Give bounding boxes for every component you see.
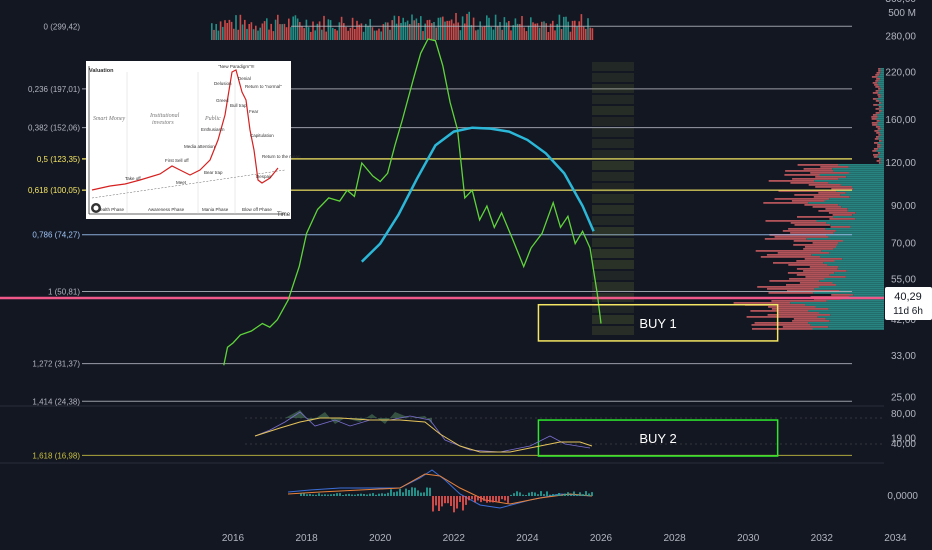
inset-region-institutional: Institutional (149, 113, 180, 119)
buy-1-box (537, 303, 779, 342)
rsi-overbought-fill (285, 410, 432, 424)
price-axis: 500 M 360,00 280,00 220,00 160,00 120,00 90,00… (885, 0, 916, 445)
inset-event-3: Greed (216, 98, 229, 103)
inset-phase-stealth: Stealth Phase (96, 207, 125, 212)
macd-label-0: 0,0000 (887, 491, 918, 502)
current-price-value: 40,29 (894, 291, 922, 303)
inset-event-1: Delusion (214, 81, 232, 86)
inset-event-11: Return to the mean (262, 154, 301, 159)
price-axis-label-1: 360,00 (885, 0, 916, 5)
buy-1-label: BUY 1 (639, 316, 676, 331)
inset-phase-mania: Mania Phase (202, 207, 229, 212)
price-axis-label-12: 19,00 (891, 434, 916, 445)
rsi-label-80: 80,00 (891, 409, 916, 420)
buy-2-annotation: BUY 2 (537, 419, 779, 457)
buy-2-box (537, 419, 779, 457)
fib-label-7: 1,272 (31,37) (32, 360, 80, 369)
price-axis-label-8: 55,00 (891, 275, 916, 286)
price-axis-label-3: 220,00 (885, 67, 916, 78)
rsi-signal-line (254, 417, 593, 453)
volume-bars (211, 11, 594, 41)
rsi-label-40: 40,00 (891, 439, 916, 450)
price-axis-label-0: 500 M (888, 8, 916, 19)
fib-label-6: 1 (50,81) (48, 287, 80, 296)
price-axis-label-10: 33,00 (891, 351, 916, 362)
price-axis-label-2: 280,00 (885, 31, 916, 42)
fib-level-labels: 0 (299,42) 0,236 (197,01) 0,382 (152,06) 0,… (28, 22, 80, 460)
fib-label-3: 0,5 (123,35) (37, 155, 80, 164)
inset-event-8: Capitulation (250, 133, 274, 138)
inset-event-9: Media attention (184, 144, 215, 149)
inset-event-4: Bull trap (230, 103, 247, 108)
current-price-tag: 40,29 11d 6h (885, 287, 932, 320)
inset-event-2: Denial (238, 76, 251, 81)
current-price-countdown: 11d 6h (893, 306, 923, 317)
price-axis-label-9: 42,00 (891, 315, 916, 326)
time-axis-label-7: 2030 (737, 533, 760, 544)
inset-event-12: Take off (125, 176, 141, 181)
time-axis-label-0: 2016 (222, 533, 245, 544)
fib-label-2: 0,382 (152,06) (28, 124, 80, 133)
inset-phase-blowoff: Blow off Phase (242, 207, 272, 212)
inset-valuation-diagram: Valuation Time Smart Money Institutional… (86, 61, 301, 219)
time-axis-label-4: 2024 (516, 533, 539, 544)
current-price-box (885, 287, 932, 320)
rsi-line (254, 411, 591, 453)
macd-histogram (300, 487, 593, 513)
price-axis-label-11: 25,00 (891, 392, 916, 403)
macd-pane (287, 469, 593, 513)
price-axis-label-7: 70,00 (891, 239, 916, 250)
inset-phase-awareness: Awareness Phase (148, 207, 185, 212)
time-axis-label-3: 2022 (443, 533, 466, 544)
fib-label-5: 0,786 (74,27) (32, 231, 80, 240)
time-axis-label-2: 2020 (369, 533, 392, 544)
inset-event-13: Bear trap (204, 170, 223, 175)
time-axis-label-8: 2032 (811, 533, 834, 544)
fib-label-4: 0,618 (100,05) (28, 186, 80, 195)
fib-label-1: 0,236 (197,01) (28, 85, 80, 94)
inset-event-5: Return to "normal" (245, 84, 282, 89)
time-axis: 2016 2018 2020 2022 2024 2026 2028 2030 2032 2034 (222, 533, 907, 544)
price-axis-label-5: 120,00 (885, 158, 916, 169)
price-axis-label-6: 90,00 (891, 201, 916, 212)
inset-event-0: "New Paradigm"!!! (218, 64, 254, 69)
time-axis-label-5: 2026 (590, 533, 613, 544)
buy-2-label: BUY 2 (639, 431, 676, 446)
projection-shading (592, 62, 634, 335)
inset-event-7: Enthusiasm (201, 127, 225, 132)
buy-1-annotation: BUY 1 (537, 303, 779, 342)
inset-x-label: Time (277, 212, 291, 218)
price-series-line (223, 38, 602, 366)
inset-event-14: Despair (256, 174, 272, 179)
price-axis-label-4: 160,00 (885, 115, 916, 126)
inset-title: Valuation (89, 68, 114, 74)
time-axis-label-6: 2028 (663, 533, 686, 544)
inset-background (86, 61, 291, 219)
time-axis-label-9: 2034 (884, 533, 907, 544)
fib-label-9: 1,618 (16,98) (32, 451, 80, 460)
fib-label-8: 1,414 (24,38) (32, 397, 80, 406)
inset-event-10: First Sell off (165, 158, 189, 163)
inset-valuation-curve (91, 69, 279, 191)
volume-profile (733, 68, 884, 330)
fib-label-0: 0 (299,42) (44, 22, 81, 31)
inset-region-investors: investors (152, 120, 174, 126)
moving-average-line (360, 126, 595, 263)
inset-event-15: Meet (176, 180, 187, 185)
time-axis-label-1: 2018 (295, 533, 318, 544)
inset-event-6: Fear (249, 109, 259, 114)
macd-signal-line (287, 473, 593, 505)
inset-region-smart-money: Smart Money (93, 116, 125, 122)
rsi-pane (245, 410, 884, 453)
inset-region-public: Public (204, 116, 221, 122)
